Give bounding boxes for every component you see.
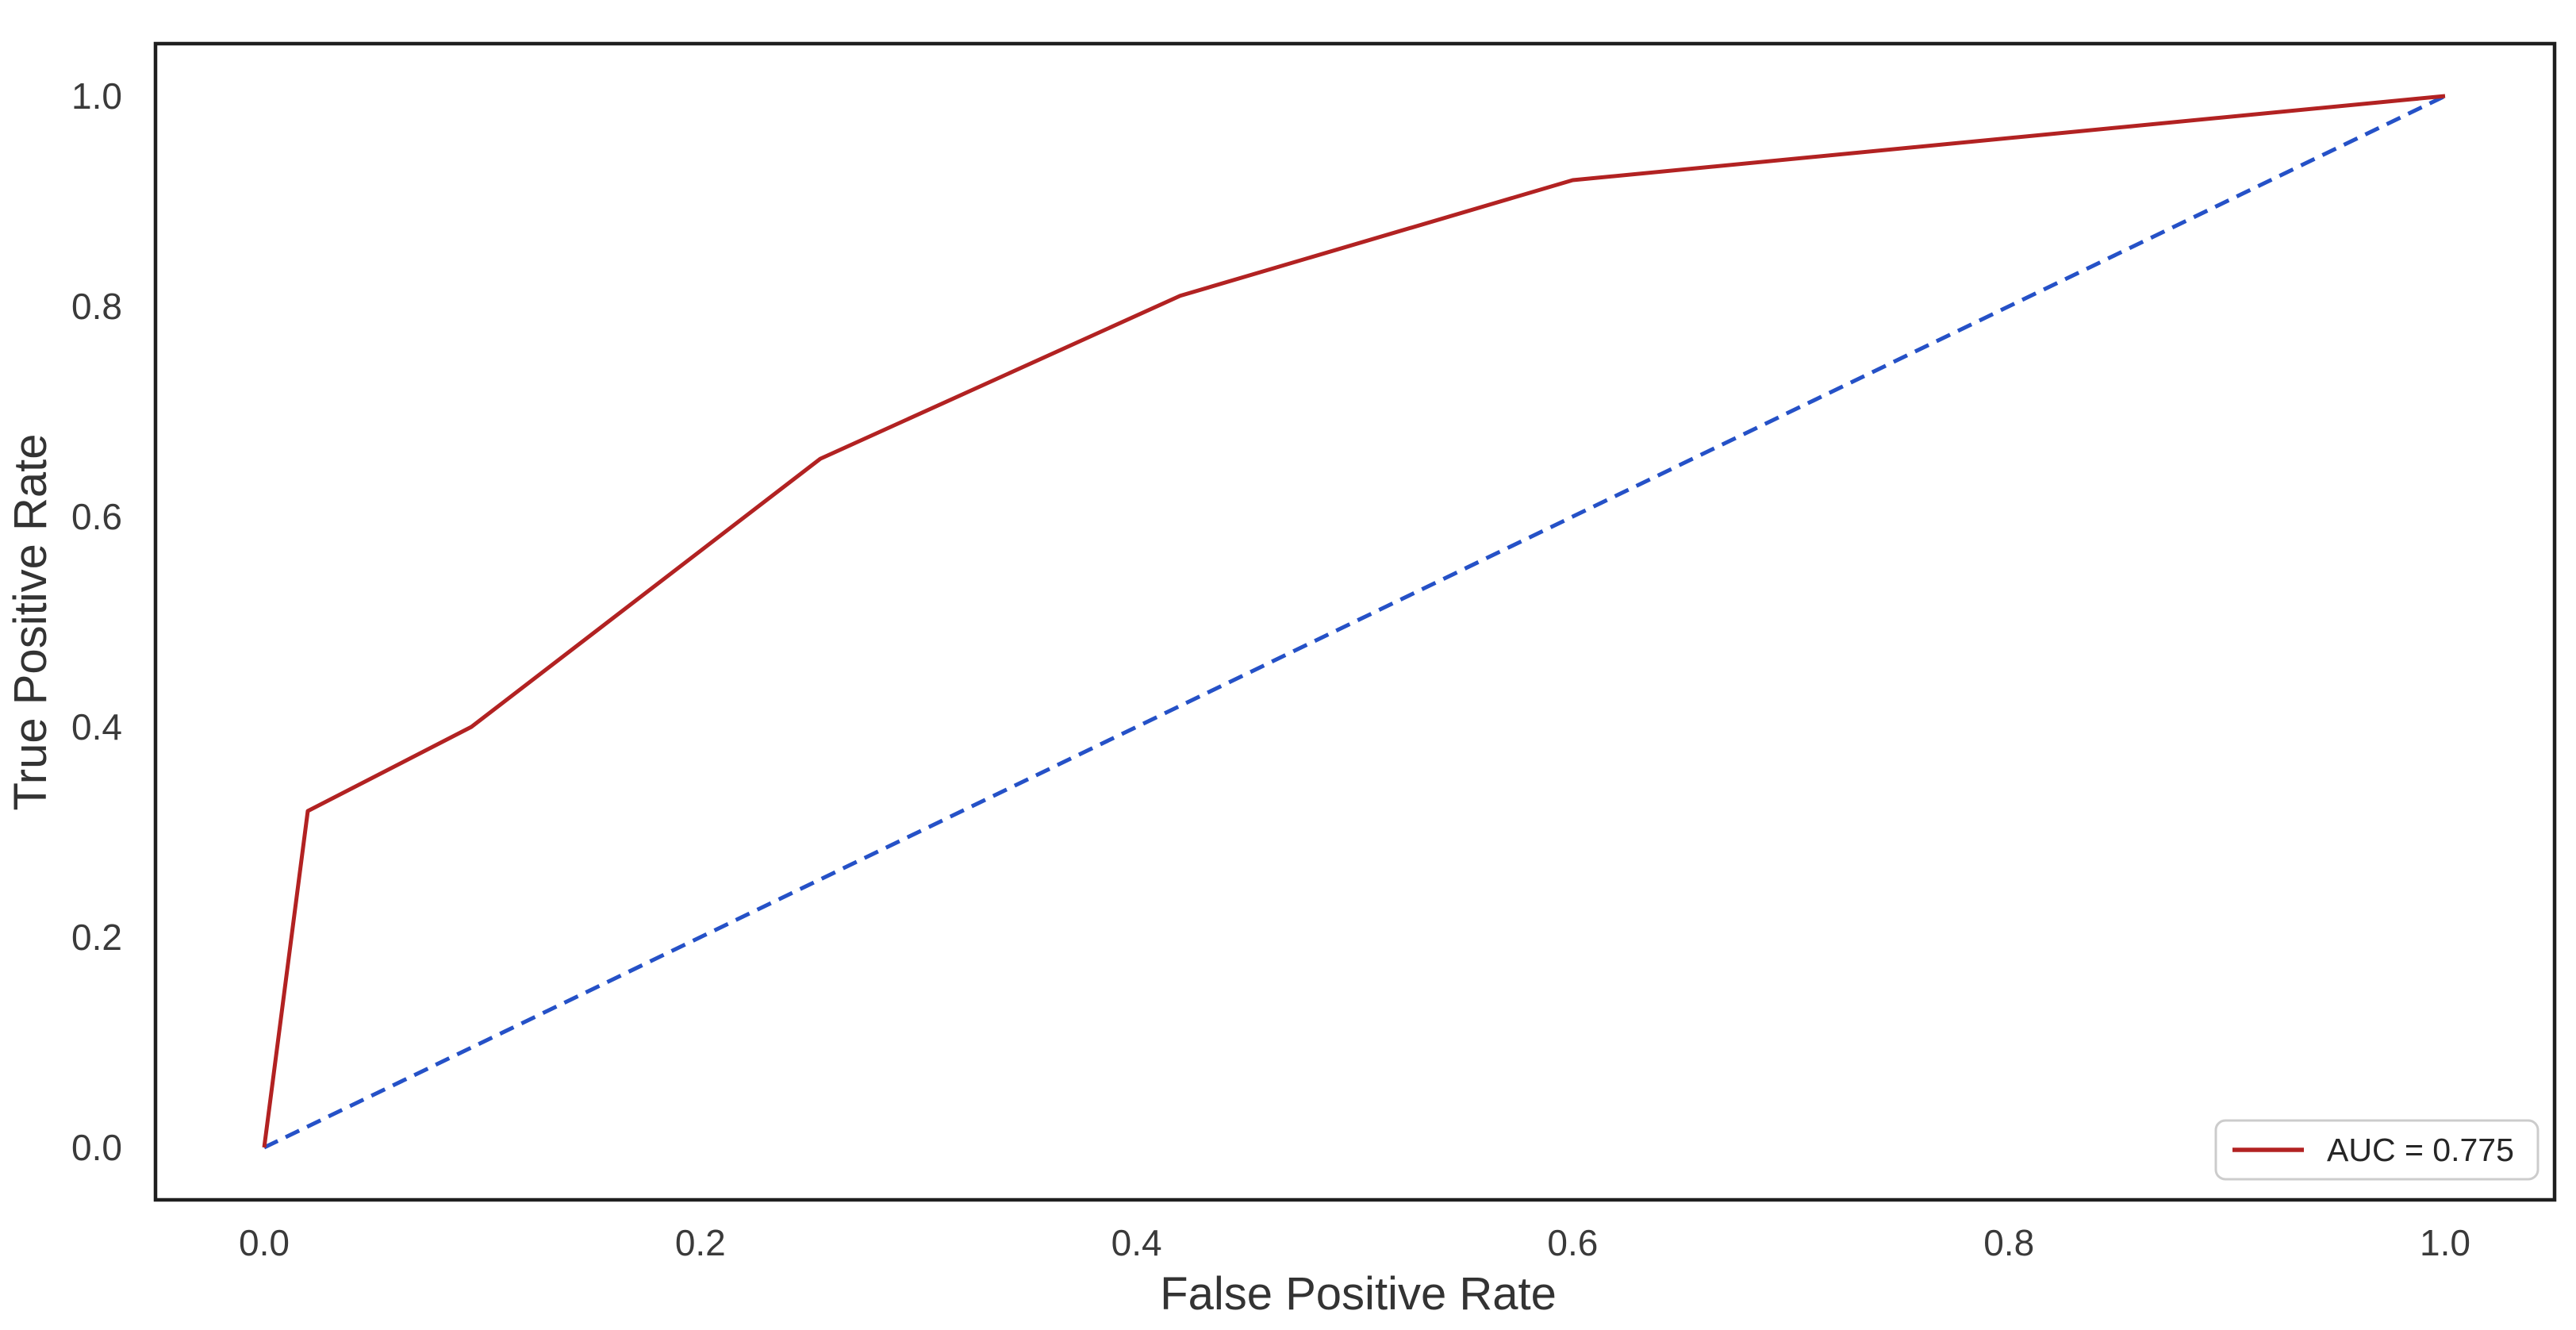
plot-area [153,41,2557,1202]
x-tick-label: 0.4 [1111,1222,1162,1263]
y-tick-label: 0.4 [71,706,122,748]
x-tick-label: 1.0 [2420,1222,2470,1263]
x-tick-label: 0.8 [1983,1222,2034,1263]
chance-line [263,94,2447,1150]
y-tick-label: 0.2 [71,917,122,958]
roc-curve-line [262,94,2446,1148]
y-axis-label: True Positive Rate [5,434,56,811]
legend-box [2214,1119,2540,1181]
y-tick-label: 0.6 [71,496,122,537]
y-tick-label: 1.0 [71,75,122,117]
legend-label: AUC = 0.775 [2327,1132,2514,1168]
y-tick-label: 0.0 [71,1127,122,1168]
x-axis-tick-labels: 0.0 0.2 0.4 0.6 0.8 1.0 [239,1222,2470,1263]
y-tick-label: 0.8 [71,286,122,327]
legend: AUC = 0.775 [2214,1119,2540,1181]
x-axis-label: False Positive Rate [1160,1268,1557,1320]
y-axis-tick-labels: 0.0 0.2 0.4 0.6 0.8 1.0 [71,75,122,1168]
x-tick-label: 0.0 [239,1222,290,1263]
x-tick-label: 0.6 [1547,1222,1598,1263]
x-tick-label: 0.2 [675,1222,726,1263]
